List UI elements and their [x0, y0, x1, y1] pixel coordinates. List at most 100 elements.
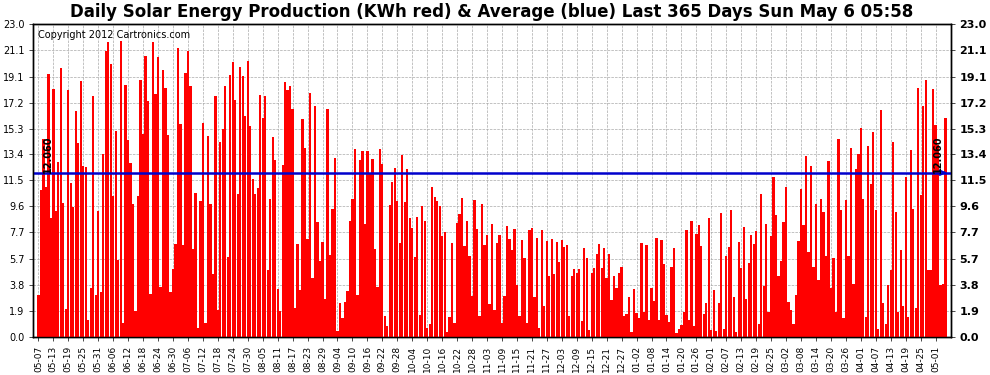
Bar	[570, 276, 573, 337]
Bar	[406, 169, 409, 337]
Bar	[708, 218, 710, 337]
Bar	[541, 230, 543, 337]
Bar	[224, 86, 227, 337]
Bar	[264, 96, 266, 337]
Bar	[451, 243, 453, 337]
Bar	[738, 242, 740, 337]
Bar	[767, 312, 770, 337]
Bar	[100, 292, 102, 337]
Bar	[421, 206, 424, 337]
Bar	[902, 306, 904, 337]
Bar	[45, 188, 48, 337]
Bar	[289, 87, 291, 337]
Bar	[468, 256, 470, 337]
Bar	[154, 94, 156, 337]
Bar	[745, 299, 747, 337]
Bar	[670, 267, 672, 337]
Bar	[112, 195, 114, 337]
Bar	[925, 80, 927, 337]
Bar	[932, 90, 935, 337]
Bar	[43, 139, 45, 337]
Bar	[274, 160, 276, 337]
Bar	[164, 88, 166, 337]
Bar	[496, 243, 498, 337]
Bar	[874, 210, 877, 337]
Bar	[424, 221, 426, 337]
Bar	[790, 309, 792, 337]
Bar	[760, 194, 762, 337]
Bar	[245, 116, 247, 337]
Bar	[64, 309, 67, 337]
Bar	[69, 183, 72, 337]
Bar	[361, 151, 363, 337]
Bar	[142, 134, 145, 337]
Bar	[840, 210, 842, 337]
Bar	[910, 150, 912, 337]
Bar	[342, 318, 344, 337]
Bar	[461, 198, 463, 337]
Bar	[304, 148, 306, 337]
Bar	[657, 320, 660, 337]
Bar	[386, 326, 388, 337]
Bar	[194, 192, 197, 337]
Bar	[67, 90, 69, 337]
Bar	[40, 190, 42, 337]
Bar	[668, 322, 670, 337]
Bar	[820, 199, 822, 337]
Bar	[513, 229, 516, 337]
Bar	[755, 231, 757, 337]
Bar	[172, 269, 174, 337]
Bar	[444, 232, 446, 337]
Bar	[631, 332, 633, 337]
Bar	[810, 166, 812, 337]
Bar	[249, 126, 251, 337]
Bar	[463, 246, 465, 337]
Bar	[307, 239, 309, 337]
Bar	[633, 289, 636, 337]
Bar	[917, 88, 920, 337]
Bar	[795, 295, 797, 337]
Bar	[379, 149, 381, 337]
Bar	[544, 306, 545, 337]
Bar	[742, 227, 744, 337]
Bar	[915, 308, 917, 337]
Bar	[162, 70, 164, 337]
Bar	[920, 195, 922, 337]
Bar	[254, 194, 256, 337]
Bar	[182, 245, 184, 337]
Bar	[802, 225, 805, 337]
Bar	[189, 86, 192, 337]
Bar	[381, 164, 383, 337]
Bar	[800, 189, 802, 337]
Bar	[715, 332, 718, 337]
Bar	[429, 324, 431, 337]
Bar	[473, 200, 476, 337]
Bar	[192, 249, 194, 337]
Bar	[643, 312, 645, 337]
Bar	[741, 268, 742, 337]
Bar	[87, 320, 89, 337]
Bar	[750, 235, 752, 337]
Bar	[548, 276, 550, 337]
Bar	[324, 299, 326, 337]
Bar	[214, 96, 217, 337]
Bar	[844, 200, 847, 337]
Bar	[72, 207, 74, 337]
Bar	[545, 241, 548, 337]
Bar	[725, 256, 728, 337]
Bar	[944, 118, 946, 337]
Bar	[905, 177, 907, 337]
Bar	[940, 285, 941, 337]
Bar	[488, 304, 491, 337]
Bar	[698, 225, 700, 337]
Bar	[309, 93, 311, 337]
Bar	[301, 119, 304, 337]
Bar	[394, 168, 396, 337]
Bar	[227, 257, 229, 337]
Bar	[299, 290, 301, 337]
Text: 12.060: 12.060	[934, 135, 943, 173]
Bar	[458, 214, 460, 337]
Bar	[655, 238, 657, 337]
Bar	[197, 328, 199, 337]
Bar	[434, 197, 436, 337]
